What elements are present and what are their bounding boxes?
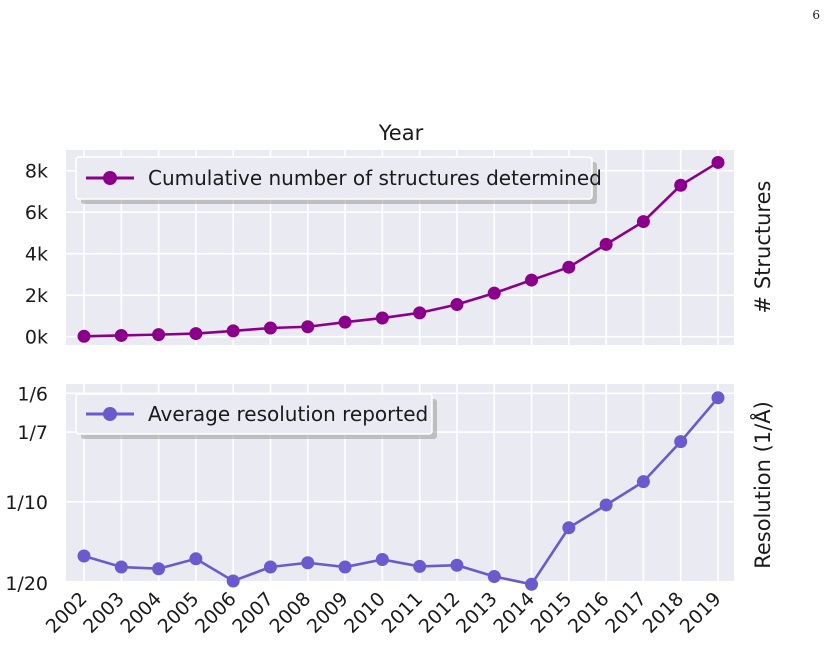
- x-tick-label: 2005: [154, 588, 204, 638]
- data-point: [525, 577, 539, 591]
- x-tick-label: 2018: [638, 588, 688, 638]
- y-tick-labels: 1/6 1/7 1/10 1/20: [5, 383, 48, 595]
- x-tick-label: 2002: [42, 588, 92, 638]
- x-tick-label: 2003: [79, 588, 129, 638]
- y-tick-label: 1/10: [5, 492, 48, 514]
- data-point: [375, 311, 389, 325]
- data-point: [413, 306, 427, 320]
- x-tick-label: 2012: [415, 588, 465, 638]
- data-point: [711, 155, 725, 169]
- data-point: [525, 273, 539, 287]
- legend-box: [75, 156, 593, 200]
- data-point: [674, 435, 688, 449]
- x-tick-label: 2015: [527, 588, 577, 638]
- data-point: [226, 324, 240, 338]
- x-tick-label: 2019: [676, 588, 726, 638]
- series-cumulative-structures: [77, 155, 725, 343]
- data-point: [450, 298, 464, 312]
- data-point: [338, 315, 352, 329]
- data-point: [263, 321, 277, 335]
- x-tick-label: 2011: [377, 588, 427, 638]
- data-point: [338, 560, 352, 574]
- data-point: [562, 260, 576, 274]
- legend-box: [75, 393, 433, 435]
- chart-title: Year: [378, 121, 424, 145]
- data-point: [599, 237, 613, 251]
- legend: Cumulative number of structures determin…: [75, 156, 602, 204]
- legend: Average resolution reported: [75, 393, 437, 439]
- x-tick-label: 2016: [564, 588, 614, 638]
- legend-label: Average resolution reported: [148, 402, 428, 426]
- y-tick-label: 2k: [25, 285, 48, 307]
- y-tick-label: 1/7: [17, 422, 48, 444]
- data-point: [77, 329, 91, 343]
- page-number: 6: [812, 8, 820, 22]
- data-point: [114, 328, 128, 342]
- y-tick-label: 1/6: [17, 383, 48, 405]
- y-tick-labels: 0k 2k 4k 6k 8k: [25, 161, 48, 349]
- legend-label: Cumulative number of structures determin…: [148, 166, 602, 190]
- data-point: [674, 178, 688, 192]
- x-tick-label: 2014: [489, 588, 539, 638]
- x-tick-label: 2017: [601, 588, 651, 638]
- data-point: [636, 475, 650, 489]
- data-point: [152, 562, 166, 576]
- y-tick-label: 6k: [25, 202, 48, 224]
- x-tick-labels: 2002200320042005200620072008200920102011…: [42, 588, 726, 638]
- series-average-resolution: [77, 391, 725, 591]
- data-point: [413, 559, 427, 573]
- y-tick-label: 4k: [25, 244, 48, 266]
- x-tick-label: 2006: [191, 588, 241, 638]
- data-point: [189, 327, 203, 341]
- data-point: [301, 320, 315, 334]
- data-point: [301, 556, 315, 570]
- x-tick-label: 2010: [340, 588, 390, 638]
- data-point: [114, 560, 128, 574]
- data-point: [487, 569, 501, 583]
- x-tick-label: 2004: [116, 588, 166, 638]
- x-tick-label: 2007: [228, 588, 278, 638]
- legend-marker: [103, 407, 117, 421]
- data-point: [152, 328, 166, 342]
- structures-plot: 0k 2k 4k 6k 8k Cumulative number of structur…: [25, 150, 775, 349]
- data-point: [450, 558, 464, 572]
- data-point: [189, 552, 203, 566]
- data-point: [226, 574, 240, 588]
- data-point: [375, 552, 389, 566]
- x-tick-label: 2013: [452, 588, 502, 638]
- data-point: [711, 391, 725, 405]
- y-tick-label: 1/20: [5, 573, 48, 595]
- data-point: [263, 560, 277, 574]
- legend-marker: [103, 171, 117, 185]
- resolution-plot: 1/6 1/7 1/10 1/20 Average resolution report…: [5, 383, 775, 637]
- data-point: [636, 215, 650, 229]
- y-tick-label: 0k: [25, 327, 48, 349]
- data-point: [77, 549, 91, 563]
- x-tick-label: 2009: [303, 588, 353, 638]
- data-point: [487, 286, 501, 300]
- data-point: [562, 521, 576, 535]
- data-point: [599, 498, 613, 512]
- y-axis-label: # Structures: [751, 181, 775, 314]
- y-tick-label: 8k: [25, 161, 48, 183]
- x-tick-label: 2008: [266, 588, 316, 638]
- y-axis-label: Resolution (1/Å): [749, 401, 775, 569]
